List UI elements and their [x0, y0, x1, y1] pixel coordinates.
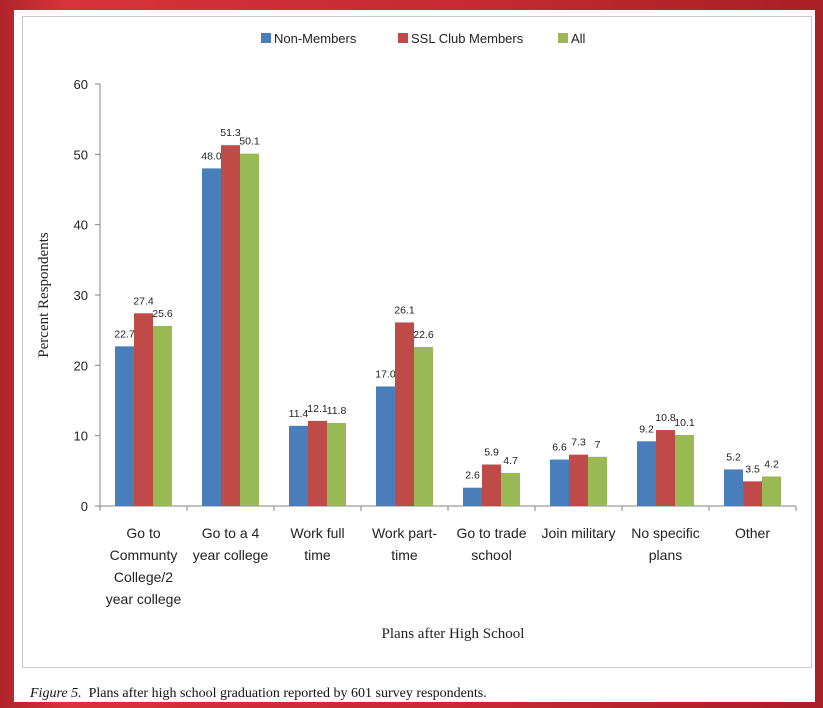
bar [327, 423, 346, 506]
data-label: 26.1 [394, 304, 415, 316]
bar [501, 472, 520, 506]
chart-frame [22, 16, 812, 668]
x-tick-label: plans [649, 547, 682, 563]
legend-swatch [558, 33, 568, 43]
bar [550, 459, 569, 506]
bar [656, 430, 675, 506]
y-tick-label: 60 [74, 77, 88, 92]
data-label: 10.1 [674, 417, 695, 429]
data-label: 22.7 [114, 328, 135, 340]
x-tick-label: Work part- [372, 525, 437, 541]
data-label: 17.0 [375, 368, 396, 380]
data-label: 3.5 [745, 463, 760, 475]
figure-panel: 0 10 20 30 40 50 60 22.7 48.0 11.4 17.0 2.6 6.6 9.2 5.… [14, 10, 815, 702]
data-label: 4.7 [503, 455, 518, 467]
y-axis-title: Percent Respondents [36, 232, 52, 358]
y-tick-label: 20 [74, 358, 88, 373]
bar [202, 168, 221, 506]
data-label: 4.2 [764, 458, 779, 470]
bar [289, 425, 308, 506]
data-label: 11.4 [289, 408, 309, 420]
y-tick-label: 30 [74, 288, 88, 303]
data-label: 11.8 [327, 405, 347, 417]
bar [153, 325, 172, 506]
data-label: 6.6 [552, 442, 567, 454]
data-label: 5.2 [726, 451, 741, 463]
bar-chart: 0 10 20 30 40 50 60 22.7 48.0 11.4 17.0 2.6 6.6 9.2 5.… [36, 31, 797, 642]
bar [376, 386, 395, 506]
legend-swatch [398, 33, 408, 43]
data-label: 51.3 [220, 127, 241, 139]
legend-label: All [571, 31, 586, 46]
bar [240, 153, 259, 506]
y-tick-label: 50 [74, 147, 88, 162]
x-tick-label: No specific [631, 525, 699, 541]
x-tick-label: College/2 [114, 569, 173, 585]
data-label: 5.9 [484, 447, 499, 459]
y-tick-label: 40 [74, 218, 88, 233]
data-label: 27.4 [133, 295, 154, 307]
data-label: 12.1 [307, 403, 328, 415]
bar [724, 469, 743, 506]
bar [308, 420, 327, 506]
x-tick-label: school [471, 547, 511, 563]
x-tick-label: Other [735, 525, 770, 541]
x-tick-label: Go to trade [456, 525, 526, 541]
bar [395, 322, 414, 506]
bar [569, 454, 588, 506]
x-tick-label: Join military [542, 525, 616, 541]
data-label: 25.6 [152, 308, 173, 320]
bar [482, 464, 501, 506]
y-tick-label: 10 [74, 429, 88, 444]
bar [588, 456, 607, 506]
bar [463, 487, 482, 506]
data-label: 50.1 [239, 136, 260, 148]
legend-label: Non-Members [274, 31, 357, 46]
x-tick-label: Go to a 4 [202, 525, 260, 541]
caption-text: Plans after high school graduation repor… [88, 686, 487, 701]
x-tick-label: year college [106, 591, 182, 607]
x-tick-label: Communty [110, 547, 178, 563]
figure-caption: Figure 5. Plans after high school gradua… [30, 686, 487, 702]
x-tick-label: Go to [126, 525, 160, 541]
x-tick-label: year college [193, 547, 269, 563]
data-label: 9.2 [639, 423, 654, 435]
data-label: 10.8 [655, 412, 676, 424]
bar [414, 347, 433, 506]
legend-label: SSL Club Members [411, 31, 524, 46]
data-label: 7.3 [571, 437, 586, 449]
bar [115, 346, 134, 506]
bar [675, 434, 694, 506]
x-axis-title: Plans after High School [382, 626, 525, 642]
data-label: 7 [595, 439, 601, 451]
bar [134, 313, 153, 506]
x-tick-label: time [391, 547, 418, 563]
bar [637, 441, 656, 506]
data-label: 2.6 [465, 470, 480, 482]
x-tick-label: time [304, 547, 331, 563]
data-label: 48.0 [201, 150, 222, 162]
bar [221, 145, 240, 506]
bar [743, 481, 762, 506]
data-label: 22.6 [413, 329, 434, 341]
y-tick-label: 0 [81, 499, 88, 514]
figure-label: Figure 5. [30, 686, 82, 701]
x-tick-label: Work full [290, 525, 344, 541]
bar [762, 476, 781, 506]
legend-swatch [261, 33, 271, 43]
